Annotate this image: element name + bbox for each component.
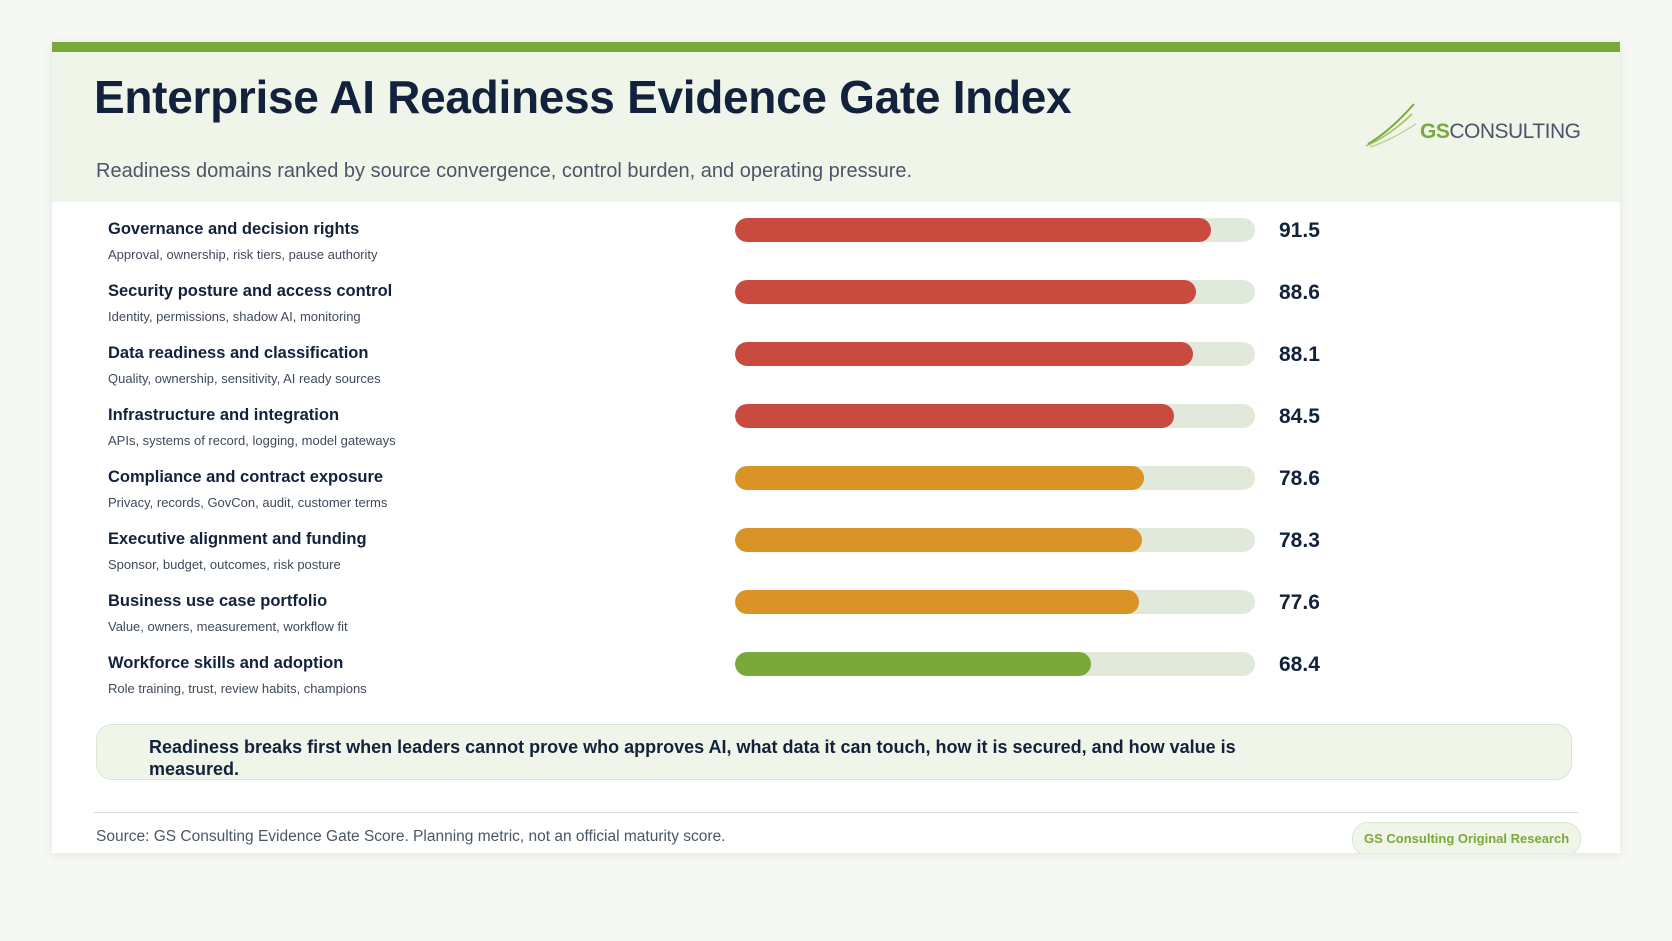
bar-track	[735, 280, 1255, 304]
page-title: Enterprise AI Readiness Evidence Gate In…	[94, 71, 1072, 123]
value-label: 78.3	[1279, 529, 1320, 552]
bar-fill	[735, 590, 1139, 614]
callout-text: Readiness breaks first when leaders cann…	[149, 737, 1236, 779]
bar-row: Governance and decision rights Approval, …	[52, 210, 1620, 272]
bar-track	[735, 590, 1255, 614]
bar-row: Infrastructure and integration APIs, syst…	[52, 396, 1620, 458]
category-description: Role training, trust, review habits, cha…	[108, 681, 367, 696]
logo-rest: CONSULTING	[1449, 120, 1581, 143]
category-description: Identity, permissions, shadow AI, monito…	[108, 309, 361, 324]
page-subtitle: Readiness domains ranked by source conve…	[96, 160, 913, 182]
category-label: Security posture and access control	[108, 282, 393, 300]
category-label: Governance and decision rights	[108, 220, 360, 238]
bar-track	[735, 342, 1255, 366]
bar-track	[735, 404, 1255, 428]
bar-row: Business use case portfolio Value, owners…	[52, 582, 1620, 644]
bar-track	[735, 218, 1255, 242]
bar-fill	[735, 466, 1144, 490]
footer-divider	[94, 812, 1578, 813]
category-label: Workforce skills and adoption	[108, 654, 344, 672]
accent-bar	[52, 42, 1620, 52]
category-label: Compliance and contract exposure	[108, 468, 384, 486]
bar-row: Workforce skills and adoption Role traini…	[52, 644, 1620, 706]
bar-row: Data readiness and classification Quality…	[52, 334, 1620, 396]
bar-fill	[735, 280, 1196, 304]
category-label: Business use case portfolio	[108, 592, 328, 610]
category-description: Quality, ownership, sensitivity, AI read…	[108, 371, 381, 386]
value-label: 68.4	[1279, 653, 1320, 676]
value-label: 84.5	[1279, 405, 1320, 428]
bar-track	[735, 466, 1255, 490]
value-label: 78.6	[1279, 467, 1320, 490]
bar-row: Security posture and access control Ident…	[52, 272, 1620, 334]
logo-wordmark: GSCONSULTING	[1420, 120, 1581, 144]
bar-fill	[735, 218, 1211, 242]
category-description: Sponsor, budget, outcomes, risk posture	[108, 557, 341, 572]
callout-box: Readiness breaks first when leaders cann…	[96, 724, 1572, 780]
source-note: Source: GS Consulting Evidence Gate Scor…	[96, 828, 726, 845]
category-description: Value, owners, measurement, workflow fit	[108, 619, 348, 634]
bar-fill	[735, 528, 1143, 552]
bar-track	[735, 652, 1255, 676]
category-label: Executive alignment and funding	[108, 530, 367, 548]
value-label: 88.6	[1279, 281, 1320, 304]
category-description: APIs, systems of record, logging, model …	[108, 433, 396, 448]
gs-consulting-logo: GSCONSULTING	[1364, 100, 1581, 154]
category-label: Infrastructure and integration	[108, 406, 340, 424]
value-label: 91.5	[1279, 219, 1320, 242]
bar-row: Compliance and contract exposure Privacy,…	[52, 458, 1620, 520]
swoosh-icon	[1365, 103, 1417, 148]
value-label: 88.1	[1279, 343, 1320, 366]
bar-fill	[735, 404, 1175, 428]
chart-card: Enterprise AI Readiness Evidence Gate In…	[52, 42, 1620, 853]
bar-row: Executive alignment and funding Sponsor, …	[52, 520, 1620, 582]
logo-gs: GS	[1420, 120, 1450, 143]
bar-fill	[735, 652, 1091, 676]
original-research-badge: GS Consulting Original Research	[1352, 822, 1582, 853]
header: Enterprise AI Readiness Evidence Gate In…	[52, 52, 1620, 202]
category-description: Privacy, records, GovCon, audit, custome…	[108, 495, 388, 510]
value-label: 77.6	[1279, 591, 1320, 614]
bar-fill	[735, 342, 1194, 366]
category-description: Approval, ownership, risk tiers, pause a…	[108, 247, 378, 262]
bar-track	[735, 528, 1255, 552]
category-label: Data readiness and classification	[108, 344, 369, 362]
